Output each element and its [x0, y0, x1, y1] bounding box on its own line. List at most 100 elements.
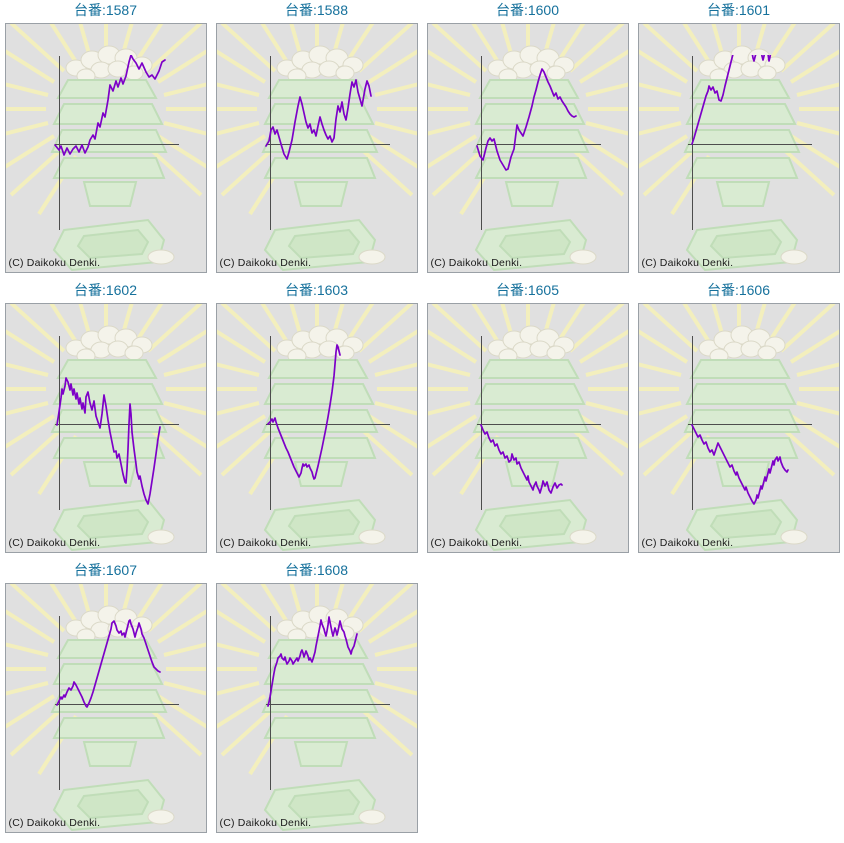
graph-axes [265, 616, 390, 790]
machine-number-title: 台番:1601 [706, 2, 771, 18]
graph-axes [265, 336, 390, 510]
machine-tile: 台番:1601 [633, 0, 844, 280]
slump-graph [216, 584, 417, 832]
graph-line [690, 424, 789, 505]
machine-number-title: 台番:1606 [706, 282, 771, 298]
rays-decoration [638, 304, 839, 496]
bottom-tray-decoration [474, 218, 587, 272]
coin-cup-decoration [358, 809, 385, 825]
graph-line [264, 79, 372, 160]
coin-cup-decoration [358, 249, 385, 265]
graph-axes [54, 336, 179, 510]
tray-stack-decoration [682, 79, 801, 207]
machine-number-title: 台番:1600 [495, 2, 560, 18]
machine-number-title: 台番:1607 [73, 562, 138, 578]
slump-graph-panel[interactable]: (C) Daikoku Denki. [4, 303, 207, 553]
slump-graph-panel[interactable]: (C) Daikoku Denki. [215, 303, 418, 553]
slump-graph-panel[interactable]: (C) Daikoku Denki. [426, 303, 629, 553]
graph-line [55, 377, 161, 505]
machine-tile: 台番:1587 [0, 0, 211, 280]
graph-axes [54, 56, 179, 230]
slump-graph [427, 304, 628, 552]
bottom-tray-decoration [685, 498, 798, 552]
graph-axes [476, 336, 601, 510]
rays-decoration [5, 584, 206, 776]
slump-graph-panel[interactable]: (C) Daikoku Denki. [637, 23, 840, 273]
graph-line [690, 55, 771, 145]
machine-tile: 台番:1605 [422, 280, 633, 560]
slump-graph [5, 304, 206, 552]
slump-graph-panel[interactable]: (C) Daikoku Denki. [637, 303, 840, 553]
machine-tile: 台番:1588 [211, 0, 422, 280]
coin-cup-decoration [569, 529, 596, 545]
copyright-text: (C) Daikoku Denki. [219, 537, 312, 549]
coin-cup-decoration [147, 809, 174, 825]
slump-graph [427, 24, 628, 272]
machine-tile: 台番:1608 [211, 560, 422, 840]
graph-axes [265, 56, 390, 230]
rays-decoration [427, 24, 628, 216]
copyright-text: (C) Daikoku Denki. [219, 257, 312, 269]
ball-pile-decoration [487, 45, 574, 84]
watermark-machine-illustration [5, 304, 206, 552]
graph-line [475, 68, 577, 171]
machine-tile: 台番:1602 [0, 280, 211, 560]
bottom-tray-decoration [263, 498, 376, 552]
coin-cup-decoration [358, 529, 385, 545]
slump-graph [638, 24, 839, 272]
watermark-machine-illustration [638, 24, 839, 272]
machine-number-title: 台番:1588 [284, 2, 349, 18]
ball-pile-decoration [487, 325, 574, 364]
watermark-machine-illustration [427, 304, 628, 552]
watermark-machine-illustration [216, 304, 417, 552]
tray-stack-decoration [682, 359, 801, 487]
copyright-text: (C) Daikoku Denki. [430, 257, 523, 269]
copyright-text: (C) Daikoku Denki. [8, 817, 101, 829]
graph-line [55, 619, 161, 708]
coin-cup-decoration [147, 529, 174, 545]
copyright-text: (C) Daikoku Denki. [219, 817, 312, 829]
copyright-text: (C) Daikoku Denki. [430, 537, 523, 549]
tray-stack-decoration [471, 359, 590, 487]
bottom-tray-decoration [474, 498, 587, 552]
graph-axes [687, 336, 812, 510]
ball-pile-decoration [698, 45, 785, 84]
ball-pile-decoration [276, 325, 363, 364]
watermark-machine-illustration [5, 24, 206, 272]
tray-stack-decoration [260, 79, 379, 207]
watermark-machine-illustration [216, 584, 417, 832]
tray-stack-decoration [260, 359, 379, 487]
graph-axes [476, 56, 601, 230]
machine-tile: 台番:1603 [211, 280, 422, 560]
copyright-text: (C) Daikoku Denki. [641, 257, 734, 269]
graph-line [266, 616, 358, 707]
ball-pile-decoration [65, 45, 152, 84]
bottom-tray-decoration [263, 218, 376, 272]
watermark-machine-illustration [427, 24, 628, 272]
rays-decoration [5, 304, 206, 496]
rays-decoration [216, 584, 417, 776]
rays-decoration [638, 24, 839, 216]
rays-decoration [216, 24, 417, 216]
coin-cup-decoration [569, 249, 596, 265]
slump-graph-panel[interactable]: (C) Daikoku Denki. [426, 23, 629, 273]
ball-pile-decoration [65, 325, 152, 364]
slump-graph-panel[interactable]: (C) Daikoku Denki. [215, 23, 418, 273]
machine-number-title: 台番:1603 [284, 282, 349, 298]
rays-decoration [427, 304, 628, 496]
slump-graph-panel[interactable]: (C) Daikoku Denki. [4, 23, 207, 273]
machine-number-title: 台番:1605 [495, 282, 560, 298]
tray-stack-decoration [471, 79, 590, 207]
slump-graph [5, 24, 206, 272]
bottom-tray-decoration [52, 218, 165, 272]
slump-graph-panel[interactable]: (C) Daikoku Denki. [215, 583, 418, 833]
coin-cup-decoration [147, 249, 174, 265]
slump-graph [216, 304, 417, 552]
copyright-text: (C) Daikoku Denki. [8, 257, 101, 269]
graph-line [53, 55, 166, 156]
slump-graph-panel[interactable]: (C) Daikoku Denki. [4, 583, 207, 833]
bottom-tray-decoration [52, 498, 165, 552]
graph-line [479, 424, 563, 494]
tray-stack-decoration [49, 639, 168, 767]
